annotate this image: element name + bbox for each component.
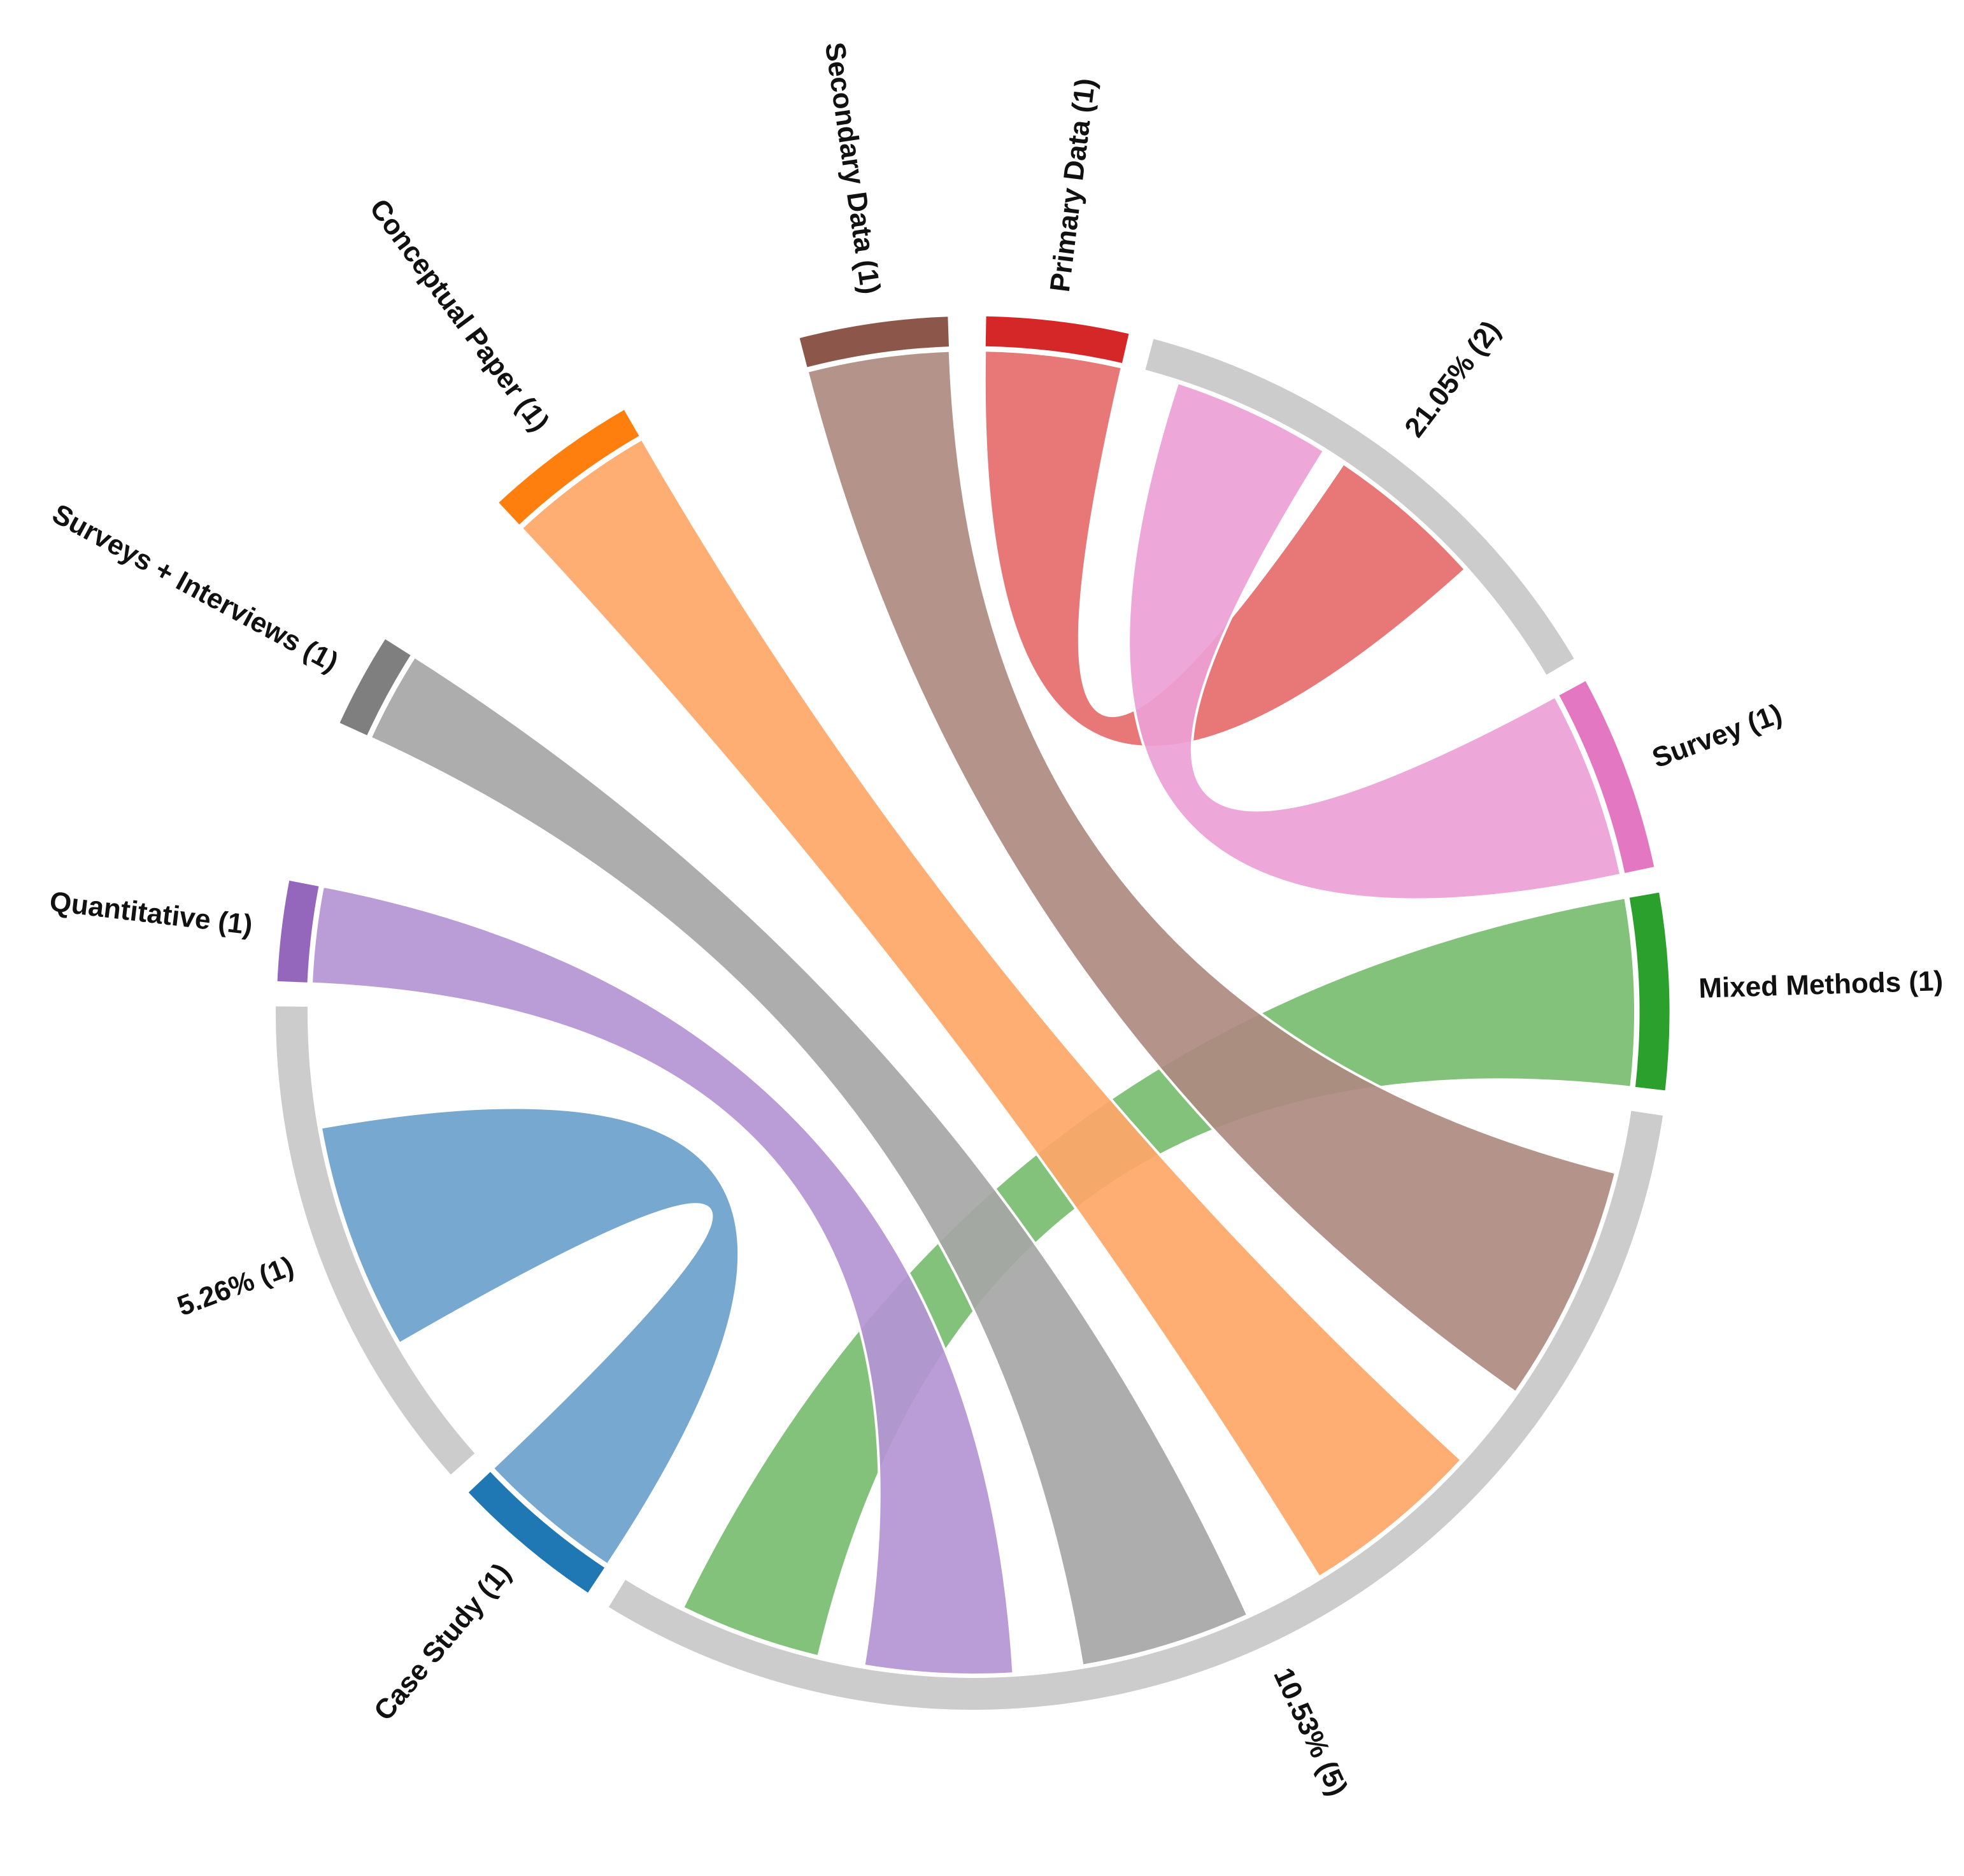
label-secondary-data-1: Secondary Data (1) [819,40,886,295]
label-conceptual-paper-1: Conceptual Paper (1) [364,194,555,437]
arc-mixed-methods-1 [1627,890,1672,1093]
group-arc-21-05-2 [1145,339,1574,675]
ribbon-secondary-data-1 [806,349,1618,1395]
arc-primary-data-1 [983,314,1132,366]
arc-secondary-data-1 [797,315,951,370]
arc-quantitative-1 [275,878,321,984]
group-label-21-05-2: 21.05% (2) [1398,315,1506,443]
ring-layer [275,314,1672,1710]
label-mixed-methods-1: Mixed Methods (1) [1698,965,1944,1004]
label-case-study-1: Case Study (1) [368,1558,517,1727]
ribbon-layer [310,349,1637,1676]
arc-survey-1 [1556,678,1656,876]
ribbon-conceptual-paper-1 [519,437,1463,1579]
label-survey-1: Survey (1) [1648,698,1786,774]
arc-case-study-1 [466,1469,608,1596]
group-arc-5-26-1 [275,1006,475,1475]
ribbon-primary-data-1 [983,349,1467,748]
label-primary-data-1: Primary Data (1) [1044,76,1102,294]
ribbon-mixed-methods-1 [681,896,1637,1658]
ribbon-quantitative-1 [310,885,1015,1676]
label-quantitative-1: Quantitative (1) [48,886,254,941]
ribbon-survey-1 [1127,381,1623,901]
group-label-10-53-5: 10.53% (5) [1267,1663,1353,1801]
arc-conceptual-paper-1 [496,407,642,527]
arc-surveys-interviews-1 [337,636,413,738]
ribbon-case-study-1 [319,1106,741,1567]
group-label-5-26-1: 5.26% (1) [173,1251,298,1323]
ribbon-surveys-interviews-1 [368,655,1249,1668]
label-surveys-interviews-1: Surveys + Interviews (1) [47,498,343,678]
group-arc-10-53-5 [608,1111,1663,1710]
